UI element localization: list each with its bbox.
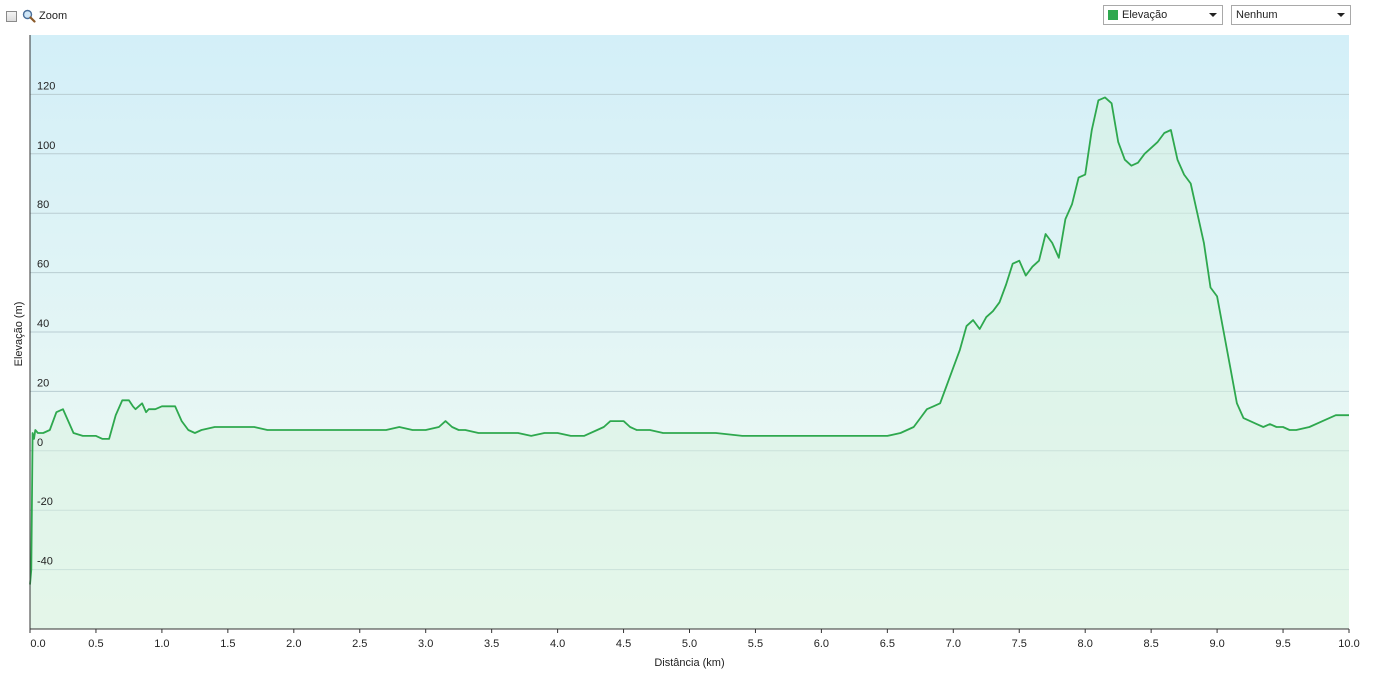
series-select-value: Elevação [1122, 9, 1168, 21]
compare-select-value: Nenhum [1236, 9, 1278, 21]
zoom-toolbar: Zoom [6, 7, 67, 25]
chevron-down-icon [1209, 13, 1217, 17]
x-tick-label: 7.5 [1012, 638, 1027, 650]
y-tick-label: 80 [37, 199, 49, 211]
x-tick-label: 4.5 [616, 638, 631, 650]
x-tick-label: 3.0 [418, 638, 433, 650]
x-tick-label: 5.5 [748, 638, 763, 650]
x-tick-label: 9.0 [1209, 638, 1224, 650]
zoom-label[interactable]: Zoom [39, 10, 68, 22]
x-tick-label: 10.0 [1338, 638, 1359, 650]
y-tick-labels: 120 100 80 60 40 20 0 -20 -40 [37, 80, 55, 567]
x-axis-title: Distância (km) [654, 657, 724, 669]
x-tick-label: 1.5 [220, 638, 235, 650]
y-tick-label: 60 [37, 259, 49, 271]
x-tick-label: 9.5 [1275, 638, 1290, 650]
x-tick-label: 6.0 [814, 638, 829, 650]
x-tick-label: 2.0 [286, 638, 301, 650]
x-tick-label: 5.0 [682, 638, 697, 650]
x-tick-label: 7.0 [946, 638, 961, 650]
zoom-checkbox[interactable] [6, 10, 17, 22]
y-tick-label: -20 [37, 496, 53, 508]
series-color-swatch [1108, 10, 1118, 20]
y-axis-title: Elevação (m) [13, 302, 25, 367]
x-tick-label: 2.5 [352, 638, 367, 650]
series-area [29, 96, 1349, 629]
y-tick-label: 20 [37, 377, 49, 389]
x-tick-label: 1.0 [154, 638, 169, 650]
chevron-down-icon [1337, 13, 1345, 17]
compare-select[interactable]: Nenhum [1231, 5, 1351, 25]
series-select[interactable]: Elevação [1103, 5, 1223, 25]
magnifier-icon [22, 9, 36, 23]
y-tick-label: 0 [37, 437, 43, 449]
y-tick-label: 120 [37, 80, 55, 92]
x-tick-label: 6.5 [880, 638, 895, 650]
x-tick-label: 8.5 [1144, 638, 1159, 650]
series-area-fill [30, 97, 1349, 629]
x-tick-labels: 0.0 0.5 1.0 1.5 2.0 2.5 3.0 3.5 4.0 4.5 5.0 5.5 6.0 6… [30, 638, 1359, 650]
axes [29, 35, 1350, 633]
x-tick-label: 3.5 [484, 638, 499, 650]
series-line [29, 96, 1349, 585]
y-tick-label: 40 [37, 318, 49, 330]
x-tick-label: 0.5 [88, 638, 103, 650]
y-tick-label: 100 [37, 140, 55, 152]
x-tick-label: 0.0 [30, 638, 45, 650]
x-tick-label: 8.0 [1078, 638, 1093, 650]
y-tick-label: -40 [37, 556, 53, 568]
x-tick-label: 4.0 [550, 638, 565, 650]
